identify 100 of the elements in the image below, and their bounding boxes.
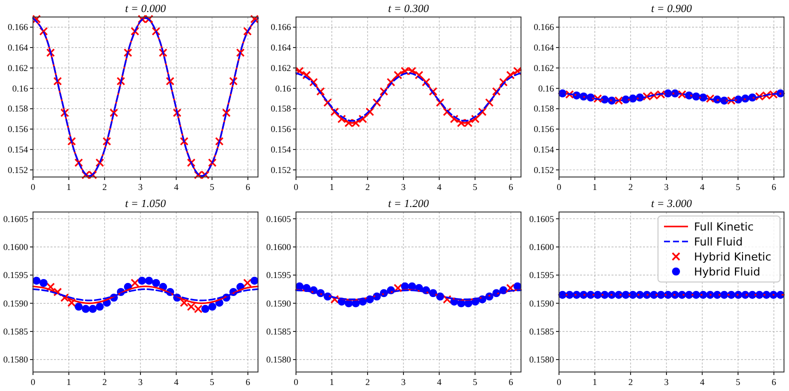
point (145, 276, 154, 285)
chart-title: t = 3.000 (651, 198, 692, 210)
x-tick-label: 0 (30, 377, 36, 387)
y-tick-label: 0.152 (270, 164, 291, 175)
legend-label: Hybrid Fluid (694, 266, 760, 278)
point (222, 108, 231, 118)
point (593, 94, 602, 103)
point (471, 114, 480, 124)
x-tick-label: 1 (592, 377, 598, 387)
point (201, 304, 210, 313)
y-tick-label: 0.152 (8, 164, 28, 175)
x-tick-label: 4 (700, 182, 705, 192)
y-tick-label: 0.166 (270, 22, 292, 32)
point (67, 137, 76, 146)
point (158, 48, 168, 57)
x-tick-label: 2 (628, 182, 633, 192)
point (380, 87, 388, 96)
y-tick-label: 0.1595 (529, 270, 554, 280)
x-tick-label: 2 (365, 182, 370, 192)
point (130, 278, 140, 288)
point (229, 76, 238, 86)
chart-title: t = 0.900 (651, 3, 692, 15)
y-tick-label: 0.16 (538, 83, 554, 94)
y-tick-label: 0.1590 (529, 298, 554, 308)
x-tick-label: 3 (401, 182, 406, 192)
x-tick-label: 0 (294, 377, 299, 387)
point (330, 107, 339, 116)
y-tick-label: 0.1605 (3, 214, 28, 224)
x-tick-label: 6 (246, 182, 251, 192)
x-tick-label: 6 (772, 182, 777, 192)
point (243, 26, 252, 36)
y-tick-label: 0.166 (8, 22, 28, 32)
point (102, 137, 112, 146)
y-tick-label: 0.1580 (3, 354, 28, 365)
x-tick-label: 3 (401, 377, 406, 387)
y-tick-label: 0.1585 (3, 326, 28, 336)
y-tick-label: 0.16 (275, 83, 292, 94)
y-tick-label: 0.162 (534, 62, 554, 73)
point (706, 94, 714, 103)
y-tick-label: 0.158 (270, 104, 292, 114)
x-tick-label: 2 (365, 377, 370, 387)
point (394, 284, 402, 292)
point (152, 26, 160, 36)
x-tick-label: 6 (772, 377, 777, 387)
point (208, 302, 216, 311)
point (74, 302, 83, 311)
point (138, 276, 146, 285)
x-tick-label: 3 (138, 182, 144, 192)
x-tick-label: 4 (436, 182, 442, 192)
y-tick-label: 0.158 (534, 104, 554, 114)
y-tick-label: 0.164 (8, 42, 28, 53)
x-tick-label: 6 (246, 377, 251, 387)
y-tick-label: 0.1590 (3, 298, 28, 308)
y-tick-label: 0.162 (270, 62, 291, 73)
x-tick-label: 3 (138, 377, 144, 387)
x-tick-label: 4 (174, 377, 179, 387)
x-tick-label: 2 (102, 377, 107, 387)
y-tick-label: 0.1600 (529, 242, 554, 252)
y-tick-label: 0.1585 (529, 326, 554, 336)
point (309, 78, 318, 87)
y-tick-label: 0.1590 (266, 298, 292, 308)
point (67, 298, 76, 308)
x-tick-label: 0 (556, 182, 562, 192)
y-tick-label: 0.154 (270, 144, 292, 154)
point (60, 293, 69, 302)
y-tick-label: 0.164 (534, 42, 554, 53)
y-tick-label: 0.1605 (529, 214, 554, 224)
point (478, 107, 487, 116)
y-tick-label: 0.1595 (3, 270, 28, 280)
point (492, 87, 501, 96)
y-tick-label: 0.154 (534, 144, 554, 154)
point (40, 278, 48, 287)
point (124, 48, 132, 57)
point (74, 158, 83, 168)
point (506, 70, 515, 80)
x-tick-label: 5 (472, 182, 478, 192)
y-tick-label: 0.16 (12, 83, 28, 94)
point (88, 304, 97, 313)
point (166, 76, 174, 86)
x-tick-label: 3 (664, 182, 670, 192)
x-tick-label: 4 (700, 377, 705, 387)
point (442, 107, 452, 116)
chart-title: t = 1.200 (388, 198, 430, 210)
point (46, 282, 55, 292)
chart-title: t = 0.000 (125, 3, 166, 15)
point (450, 114, 459, 124)
y-tick-label: 0.156 (8, 124, 28, 134)
x-tick-label: 5 (736, 182, 741, 192)
point (414, 70, 424, 80)
y-tick-label: 0.1580 (529, 354, 554, 365)
point (96, 302, 104, 311)
x-tick-label: 4 (436, 377, 442, 387)
point (95, 158, 104, 168)
y-tick-label: 0.1585 (266, 326, 292, 336)
y-tick-label: 0.1580 (266, 354, 292, 365)
point (422, 78, 430, 87)
x-tick-label: 5 (210, 182, 215, 192)
y-tick-label: 0.162 (8, 62, 28, 73)
y-tick-label: 0.166 (534, 22, 554, 32)
x-tick-label: 0 (556, 377, 562, 387)
